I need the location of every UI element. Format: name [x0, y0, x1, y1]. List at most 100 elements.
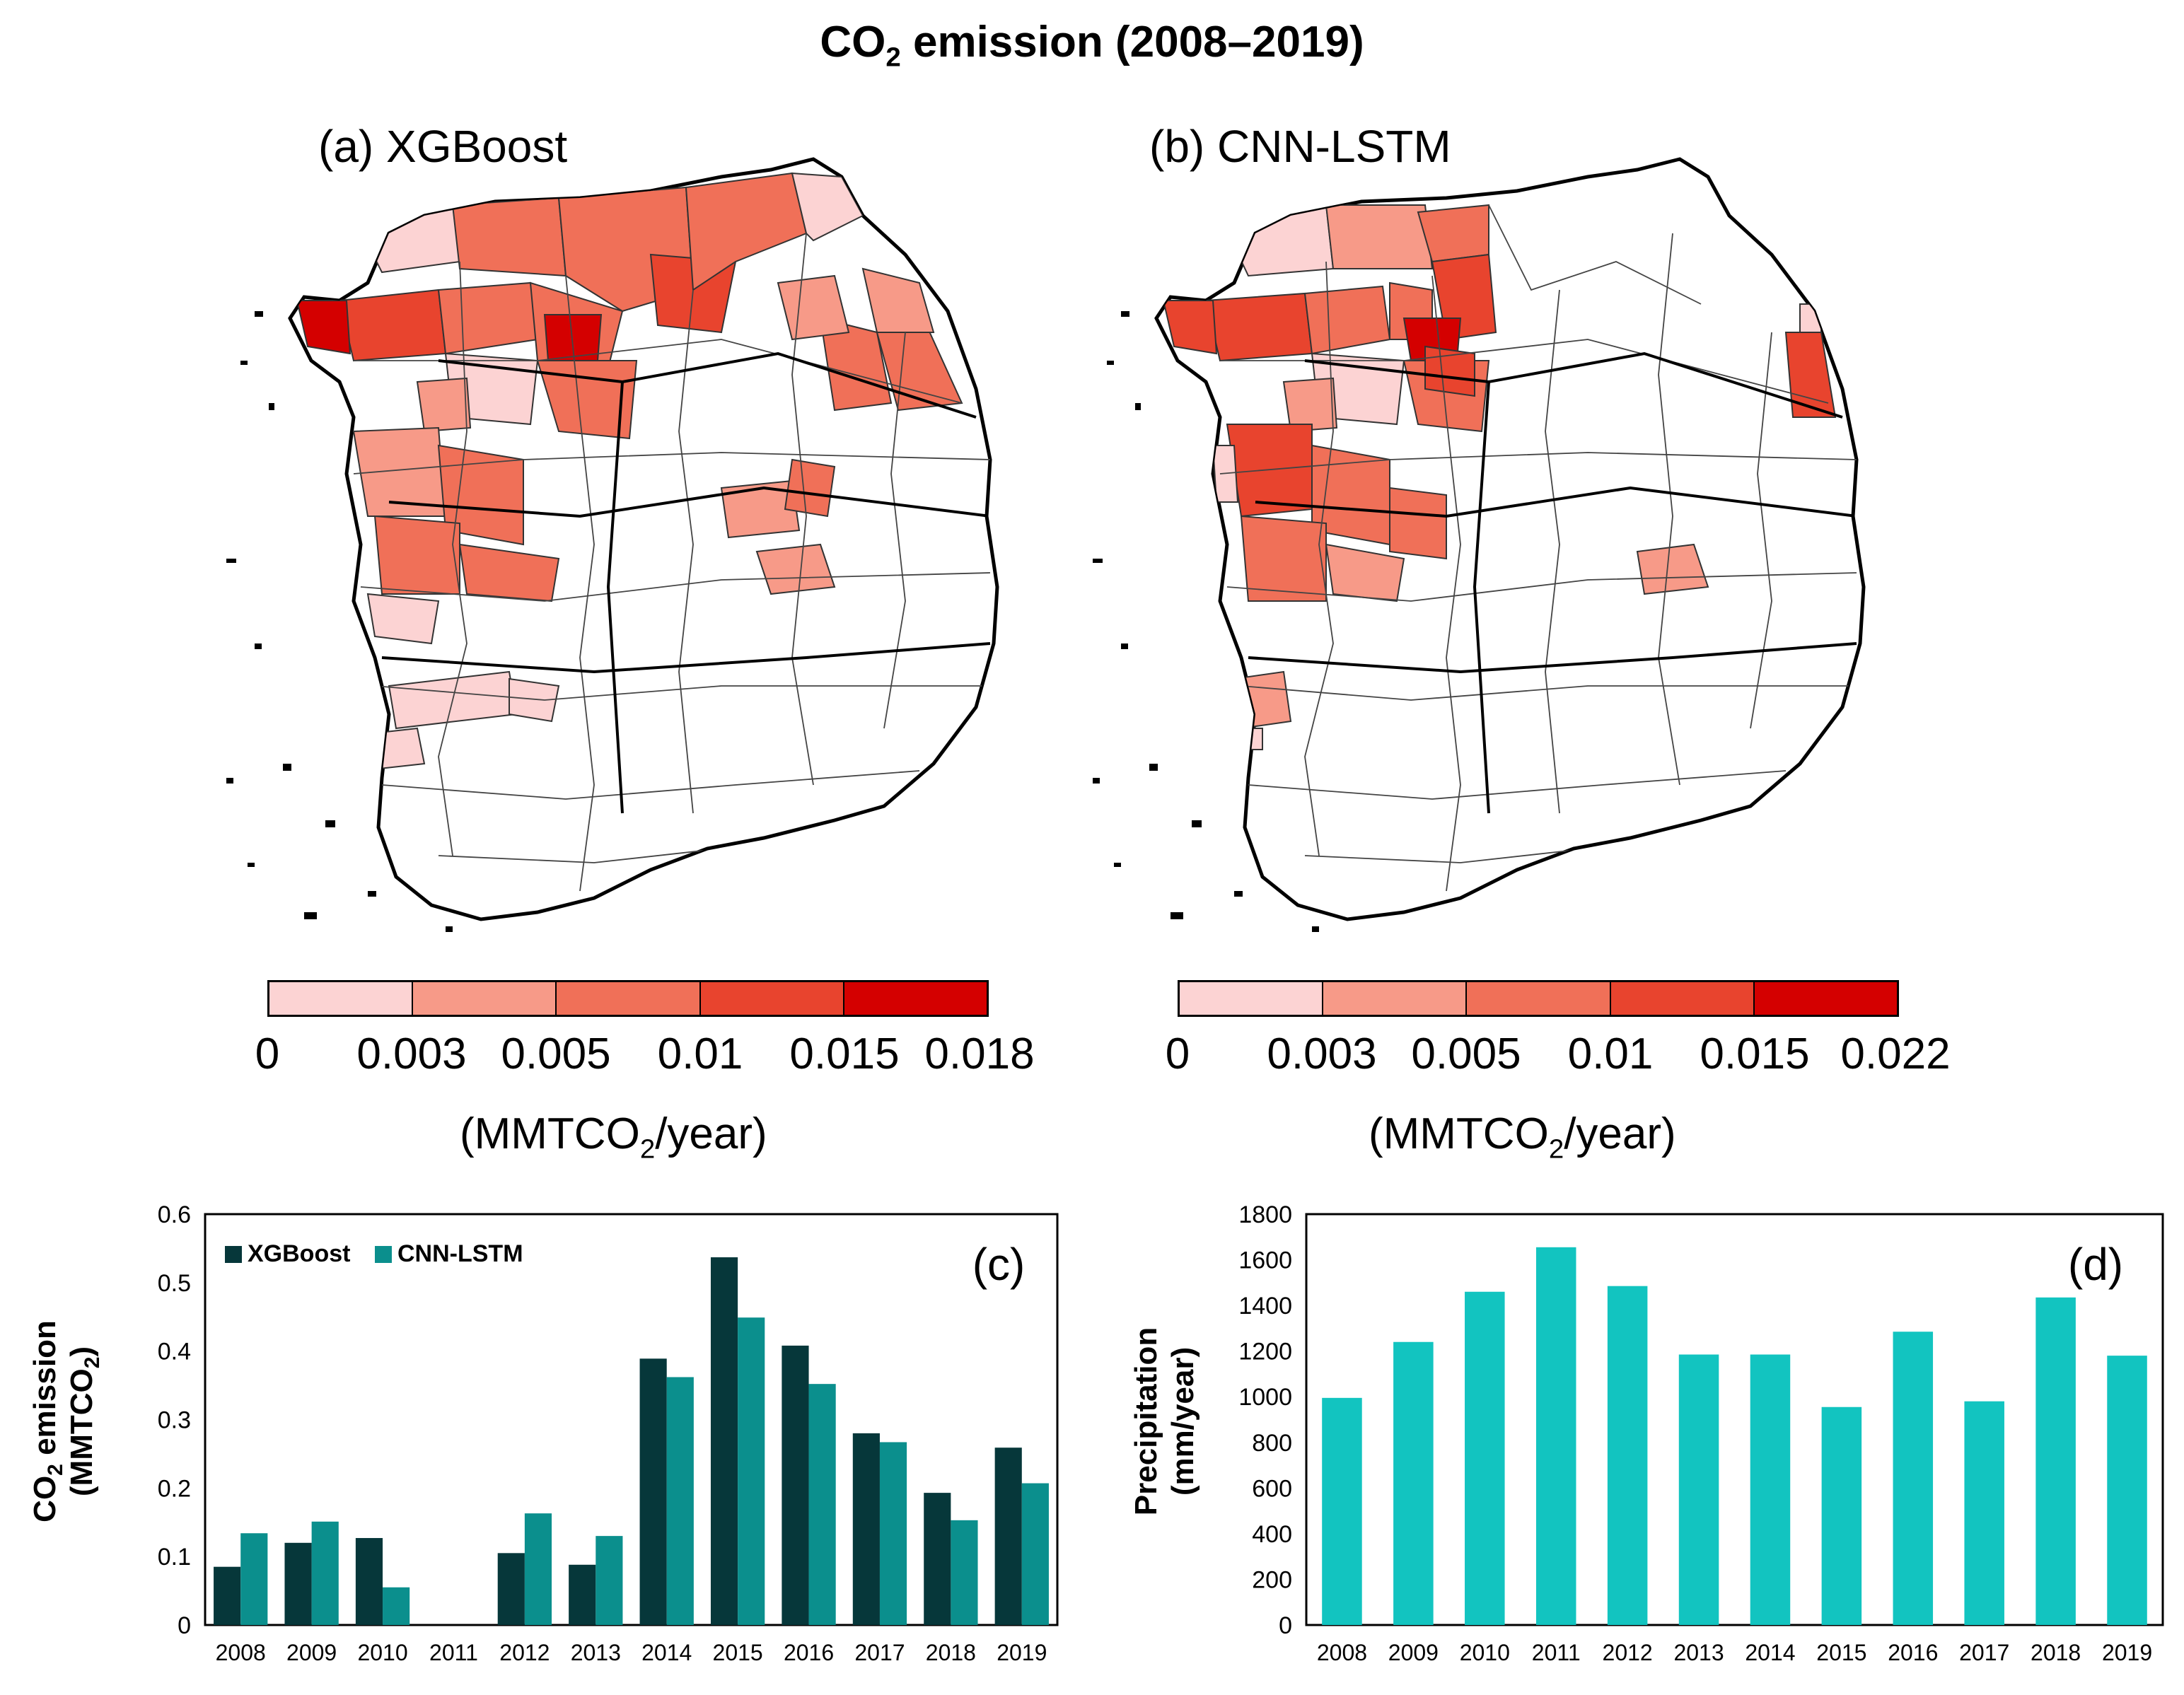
title-rest: emission (2008–2019): [900, 18, 1364, 66]
plot-frame: [1305, 1213, 2164, 1626]
y-tick-label: 1200: [1238, 1339, 1292, 1365]
chart-c-co2-emission: 0 0.1 0.2 0.3 0.4 0.5 0.6 2008 2009 2010 2011 2012 2…: [28, 1201, 1059, 1665]
colorbar-a-tick: 0.01: [657, 1030, 743, 1078]
y-tick-label: 1600: [1238, 1247, 1292, 1274]
x-tick-label: 2017: [1959, 1640, 2009, 1665]
y-tick-label: 0.4: [158, 1339, 191, 1365]
bar-xgboost-2018: [924, 1493, 951, 1625]
map-a-islands: [226, 311, 453, 932]
colorbar-a-unit: (MMTCO2/year): [460, 1109, 767, 1165]
title-sub: 2: [885, 42, 901, 73]
plot-frame: [204, 1213, 1059, 1626]
bar-cnn-lstm-2013: [596, 1536, 623, 1625]
map-b-islands: [1093, 311, 1319, 932]
x-tick-label: 2010: [1460, 1640, 1510, 1665]
bar-precipitation-2011: [1535, 1247, 1576, 1625]
colorbar-b-seg-2: [1467, 982, 1611, 1015]
y-tick-label: 0: [1279, 1612, 1292, 1639]
x-tick-label: 2011: [1532, 1640, 1581, 1665]
y-tick-label: 600: [1252, 1475, 1292, 1502]
colorbar-a-tick: 0.005: [501, 1030, 611, 1078]
legend-swatch-xgboost: [225, 1246, 242, 1263]
x-tick-label: 2009: [1388, 1640, 1439, 1665]
colorbar-b-tick: 0: [1165, 1030, 1190, 1078]
colorbar-b: [1178, 980, 1899, 1017]
x-tick-label: 2016: [1888, 1640, 1938, 1665]
bar-precipitation-2009: [1393, 1341, 1434, 1625]
bar-cnn-lstm-2017: [879, 1442, 907, 1625]
x-tick-label: 2015: [713, 1640, 763, 1665]
x-tick-label: 2016: [784, 1640, 834, 1665]
x-tick-label: 2011: [429, 1640, 478, 1665]
colorbar-a-seg-0: [269, 982, 414, 1015]
colorbar-a-tick: 0.018: [924, 1030, 1035, 1078]
colorbar-b-tick: 0.003: [1267, 1030, 1377, 1078]
colorbar-b-tick: 0.015: [1700, 1030, 1810, 1078]
colorbar-b-seg-1: [1323, 982, 1468, 1015]
colorbar-a-seg-2: [557, 982, 701, 1015]
x-tick-label: 2013: [1673, 1640, 1724, 1665]
y-tick-label: 0.6: [158, 1201, 191, 1228]
y-tick-label: 1000: [1238, 1384, 1292, 1411]
map-cnn-lstm: [1093, 148, 1906, 932]
x-tick-label: 2018: [2031, 1640, 2081, 1665]
main-title: CO2 emission (2008–2019): [0, 17, 2184, 71]
y-tick-label: 1400: [1238, 1293, 1292, 1320]
bar-xgboost-2019: [994, 1448, 1022, 1625]
panel-label: (c): [972, 1239, 1026, 1290]
y-tick-label: 1800: [1238, 1201, 1292, 1228]
x-tick-label: 2015: [1816, 1640, 1866, 1665]
y-tick-label: 0.1: [158, 1544, 191, 1571]
x-tick-label: 2012: [499, 1640, 550, 1665]
x-tick-label: 2008: [1317, 1640, 1367, 1665]
bar-cnn-lstm-2019: [1021, 1483, 1049, 1625]
y-axis-label-line2: (mm/year): [1166, 1347, 1200, 1496]
map-a-label: (a) XGBoost: [318, 121, 568, 172]
panel-label: (d): [2068, 1239, 2123, 1290]
x-tick-label: 2014: [641, 1640, 692, 1665]
colorbar-a-tick: 0.003: [356, 1030, 467, 1078]
bar-precipitation-2013: [1678, 1354, 1719, 1625]
x-tick-label: 2013: [571, 1640, 621, 1665]
bar-cnn-lstm-2008: [240, 1533, 268, 1625]
bar-xgboost-2014: [639, 1358, 667, 1625]
x-tick-label: 2017: [854, 1640, 905, 1665]
bar-precipitation-2017: [1964, 1401, 2004, 1625]
bar-precipitation-2019: [2107, 1356, 2147, 1625]
y-axis-label-line1: Precipitation: [1129, 1327, 1163, 1516]
x-tick-label: 2009: [286, 1640, 337, 1665]
bar-xgboost-2013: [569, 1564, 596, 1625]
legend-swatch-cnn-lstm: [375, 1246, 392, 1263]
y-tick-label: 800: [1252, 1430, 1292, 1457]
y-tick-label: 0: [178, 1612, 191, 1639]
x-tick-label: 2014: [1745, 1640, 1795, 1665]
bar-xgboost-2008: [214, 1566, 241, 1625]
colorbar-b-tick: 0.022: [1840, 1030, 1951, 1078]
x-tick-label: 2010: [357, 1640, 407, 1665]
colorbar-a-seg-1: [413, 982, 557, 1015]
chart-d-precipitation: 0 200 400 600 800 1000 1200 1400 1600 1800 2008 200…: [1129, 1201, 2164, 1665]
colorbar-b-seg-4: [1754, 982, 1898, 1015]
bar-xgboost-2015: [710, 1257, 738, 1625]
bar-precipitation-2015: [1821, 1406, 1862, 1625]
y-tick-label: 0.5: [158, 1270, 191, 1297]
bar-cnn-lstm-2016: [808, 1384, 836, 1625]
colorbar-b-seg-0: [1180, 982, 1324, 1015]
bar-xgboost-2010: [355, 1538, 383, 1625]
x-tick-label: 2019: [2102, 1640, 2152, 1665]
y-tick-label: 0.2: [158, 1475, 191, 1502]
bar-cnn-lstm-2015: [738, 1317, 765, 1625]
x-tick-label: 2018: [926, 1640, 976, 1665]
bar-cnn-lstm-2009: [311, 1521, 339, 1625]
colorbar-a-tick: 0: [255, 1030, 280, 1078]
legend-label-xgboost: XGBoost: [248, 1240, 350, 1267]
bar-precipitation-2014: [1750, 1354, 1791, 1625]
colorbar-b-seg-3: [1610, 982, 1755, 1015]
map-b-label: (b) CNN-LSTM: [1149, 121, 1451, 172]
bar-cnn-lstm-2018: [951, 1520, 978, 1625]
y-tick-label: 400: [1252, 1521, 1292, 1548]
colorbar-a-seg-3: [700, 982, 844, 1015]
colorbar-b-tick: 0.01: [1567, 1030, 1654, 1078]
x-tick-label: 2019: [997, 1640, 1047, 1665]
y-axis-label-line1: CO2 emission: [28, 1320, 67, 1522]
